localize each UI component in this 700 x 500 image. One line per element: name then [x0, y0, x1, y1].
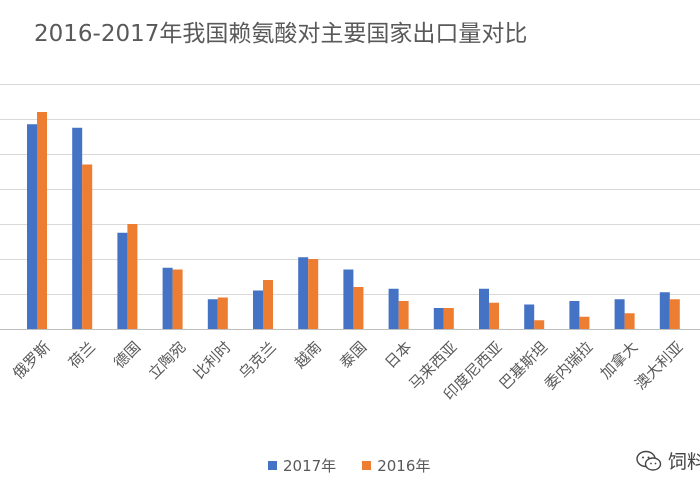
- bar-2016年-越南: [308, 259, 319, 329]
- bar-2017年-加拿大: [614, 299, 625, 329]
- x-tick-label: 越南: [291, 338, 325, 372]
- x-tick-label: 澳大利亚: [631, 338, 686, 393]
- bar-2017年-俄罗斯: [27, 124, 37, 329]
- x-tick-labels: 俄罗斯 荷兰 德国 立陶宛 比利时 乌克兰 越南 泰国 日本马来西亚印度尼西亚巴基斯坦委内瑞拉加…: [9, 338, 686, 404]
- legend-item-2017: 2017年: [268, 455, 336, 476]
- bar-2016年-委内瑞拉: [579, 316, 590, 329]
- watermark: 饲料: [636, 447, 700, 474]
- legend-swatch-2016: [362, 461, 372, 470]
- bar-2016年-荷兰: [82, 164, 93, 329]
- legend-swatch-2017: [268, 461, 277, 470]
- x-tick-label: 俄罗斯: [9, 338, 54, 383]
- wechat-icon: [636, 450, 662, 471]
- legend-label-2017: 2017年: [283, 457, 337, 475]
- bar-2017年-泰国: [343, 269, 354, 329]
- bar-2017年-巴基斯坦: [524, 304, 535, 329]
- x-tick-label: 立陶宛: [145, 338, 190, 383]
- x-tick-label: 乌克兰: [235, 338, 280, 383]
- bar-2016年-比利时: [217, 297, 228, 329]
- x-tick-label: 德国: [110, 338, 144, 372]
- bar-2016年-日本: [398, 301, 409, 329]
- bar-2017年-比利时: [207, 299, 218, 329]
- bar-2016年-加拿大: [624, 313, 635, 329]
- bar-2016年-德国: [127, 224, 138, 329]
- legend-item-2016: 2016年: [362, 455, 430, 476]
- bar-2016年-巴基斯坦: [534, 320, 545, 329]
- bar-2017年-德国: [117, 232, 128, 329]
- legend-label-2016: 2016年: [377, 457, 431, 475]
- bar-2017年-委内瑞拉: [569, 301, 580, 329]
- x-tick-label: 巴基斯坦: [496, 338, 551, 393]
- bar-2017年-立陶宛: [162, 267, 173, 329]
- x-tick-label: 泰国: [336, 338, 370, 372]
- x-tick-label: 荷兰: [65, 338, 99, 372]
- bar-2017年-荷兰: [72, 127, 83, 329]
- x-tick-label: 委内瑞拉: [541, 338, 596, 393]
- bar-2017年-马来西亚: [433, 308, 444, 329]
- bar-2017年-印度尼西亚: [479, 288, 489, 329]
- bar-2017年-日本: [388, 288, 399, 329]
- watermark-text: 饲料: [667, 451, 700, 473]
- bar-2017年-澳大利亚: [659, 292, 670, 329]
- bar-2016年-俄罗斯: [37, 112, 47, 329]
- bar-2017年-乌克兰: [253, 290, 263, 329]
- bar-2016年-乌克兰: [263, 280, 273, 329]
- bar-2016年-立陶宛: [172, 269, 183, 329]
- bar-2016年-泰国: [353, 287, 364, 329]
- legend: 2017年 2016年: [268, 455, 430, 476]
- bar-2016年-澳大利亚: [669, 299, 680, 329]
- chart-title: 2016-2017年我国赖氨酸对主要国家出口量对比: [34, 21, 528, 47]
- bar-2016年-印度尼西亚: [489, 302, 499, 329]
- bars: [27, 112, 680, 329]
- x-tick-label: 比利时: [190, 338, 235, 383]
- bar-2016年-马来西亚: [443, 308, 454, 329]
- bar-2017年-越南: [298, 257, 309, 329]
- x-tick-label: 日本: [381, 338, 415, 372]
